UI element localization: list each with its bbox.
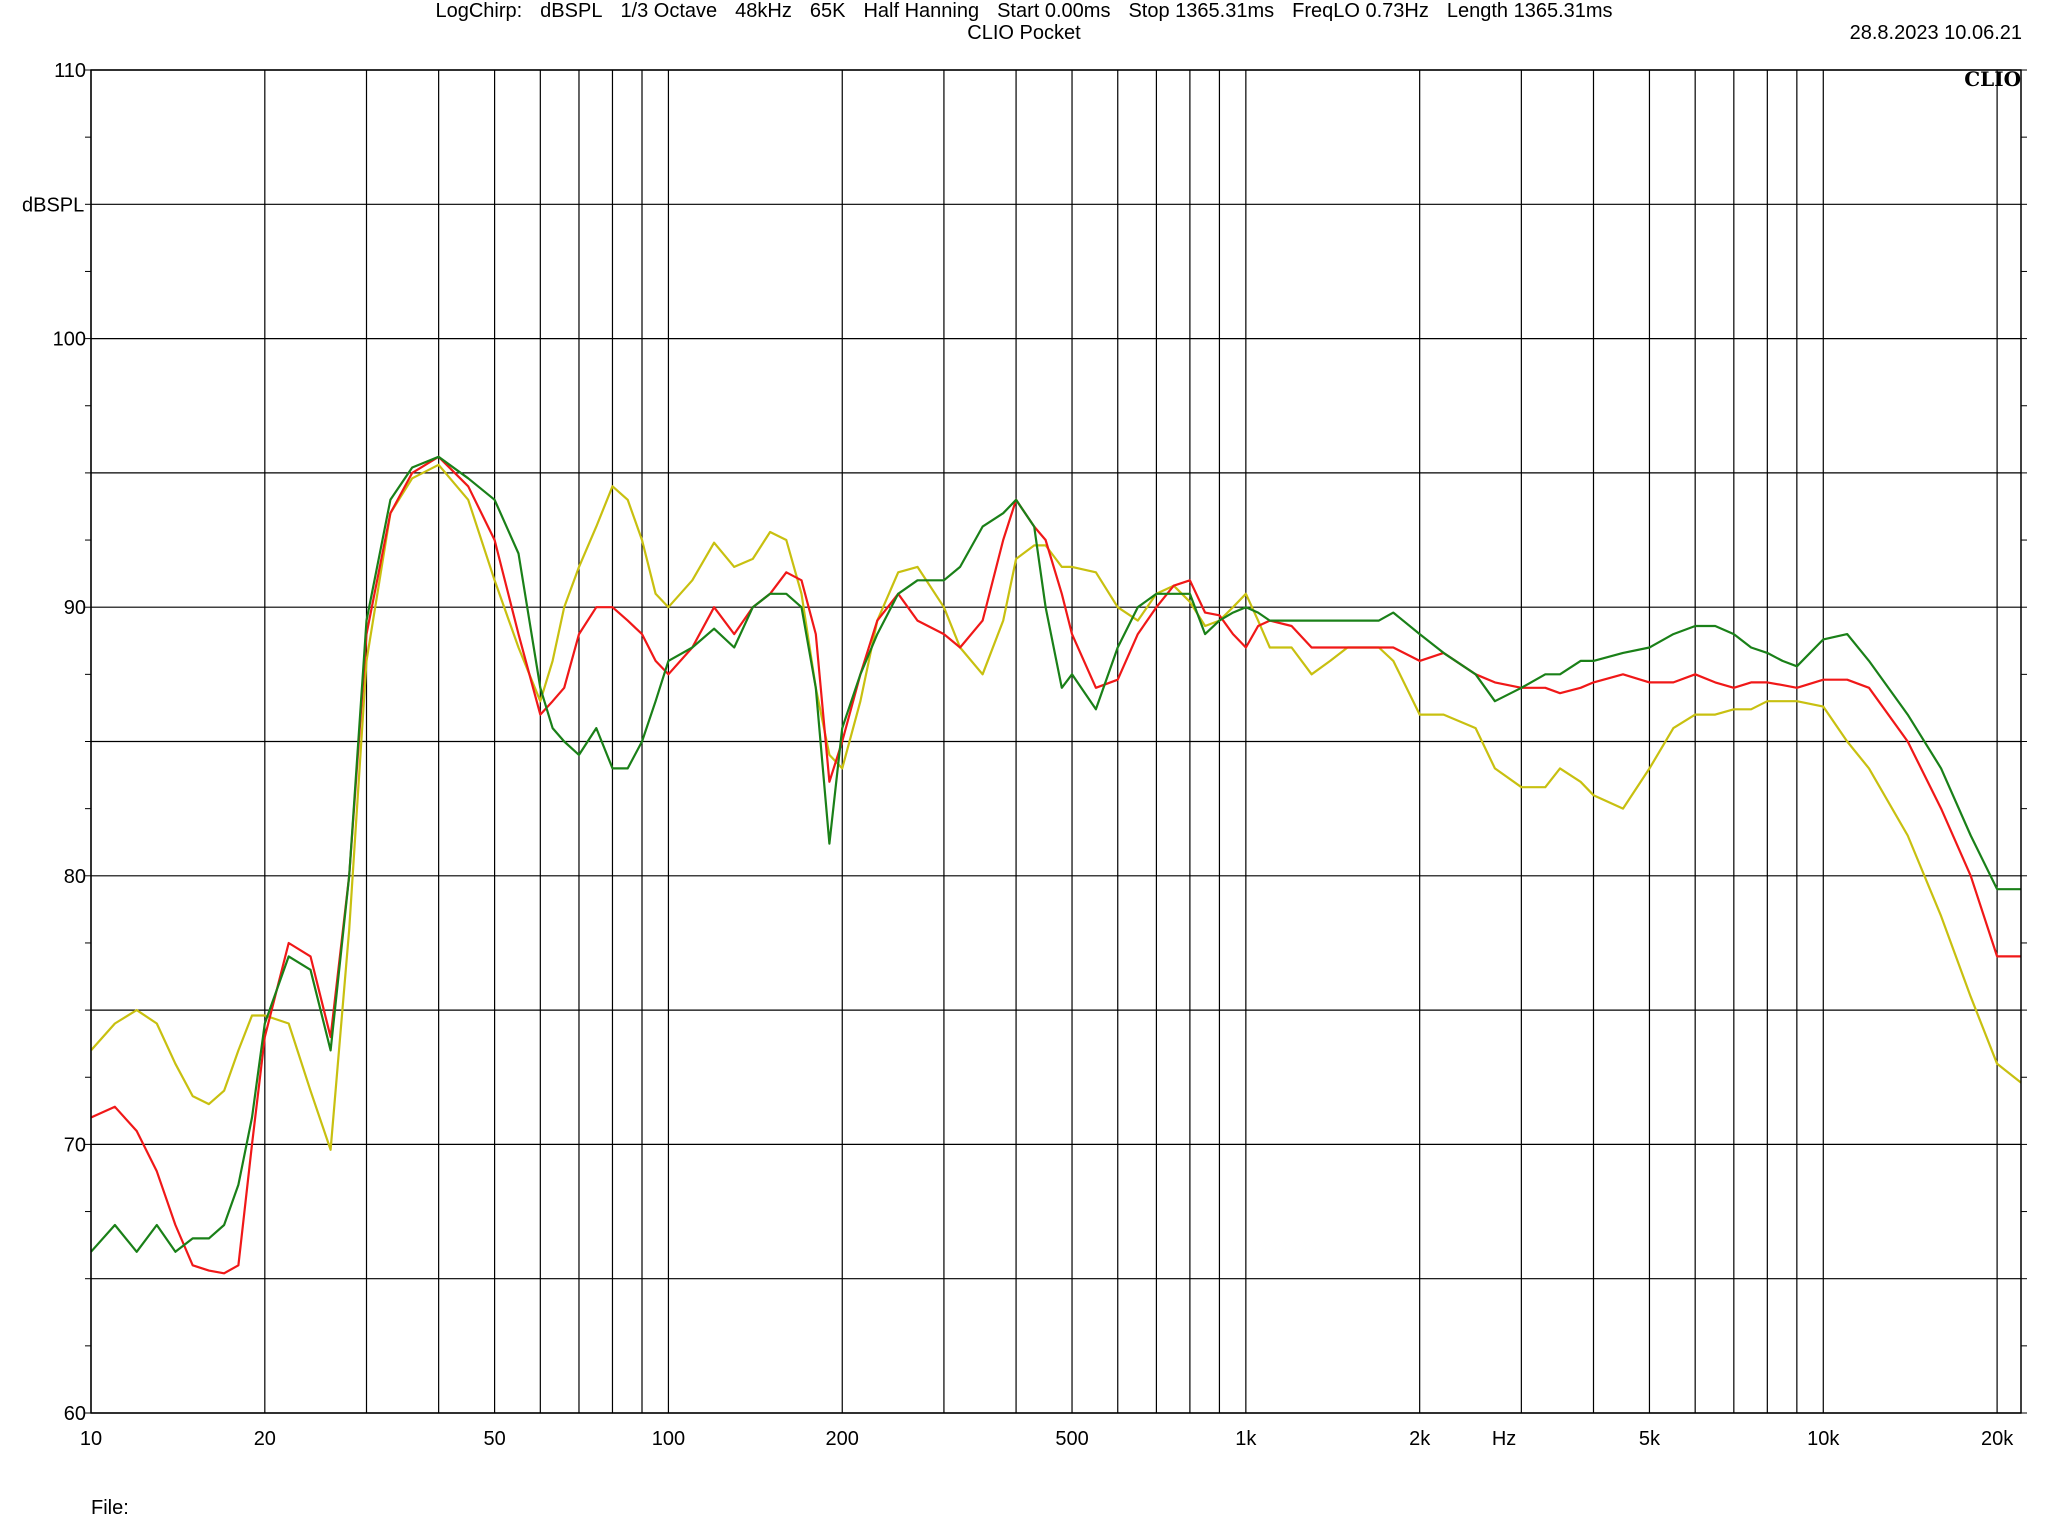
series-line-1 [90, 463, 2022, 1151]
x-tick-label: 5k [1639, 1428, 1661, 1450]
y-tick-label: 90 [64, 597, 86, 619]
x-tick-label: 500 [1055, 1428, 1088, 1450]
x-tick-label: 1k [1235, 1428, 1257, 1450]
setting-item: 1/3 Octave [620, 0, 718, 22]
x-tick-label: 50 [483, 1428, 505, 1450]
y-tick-label: 70 [64, 1134, 86, 1156]
setting-item: Start 0.00ms [997, 0, 1111, 22]
y-tick-label: 110 [54, 60, 86, 82]
setting-item: Half Hanning [863, 0, 980, 22]
x-tick-label: 20k [1981, 1428, 2014, 1450]
file-label: File: [91, 1497, 129, 1519]
x-tick-label: 2k [1409, 1428, 1431, 1450]
plot-frame [90, 69, 2022, 1414]
setting-item: 48kHz [735, 0, 792, 22]
x-tick-label: 200 [826, 1428, 859, 1450]
x-tick-label: 100 [652, 1428, 685, 1450]
x-tick-label: 10k [1807, 1428, 1840, 1450]
axis-labels: 10 20 50 100 200 500 1k 2k 5k 10k 20k Hz 60 70 80 90 100… [22, 60, 2014, 1450]
x-tick-label: 10 [80, 1428, 102, 1450]
setting-item: dBSPL [540, 0, 603, 22]
clio-logo: CLIO [1964, 67, 2021, 91]
setting-item: Stop 1365.31ms [1128, 0, 1275, 22]
chart-series [90, 455, 2022, 1275]
timestamp: 28.8.2023 10.06.21 [1849, 22, 2022, 44]
setting-item: FreqLO 0.73Hz [1292, 0, 1429, 22]
y-tick-label: 60 [64, 1403, 86, 1425]
y-tick-label: 100 [53, 329, 86, 351]
chart-grid [85, 69, 2027, 1414]
y-axis-label: dBSPL [22, 194, 84, 216]
setting-item: Length 1365.31ms [1446, 0, 1613, 22]
x-axis-unit: Hz [1492, 1428, 1516, 1450]
measurement-settings: LogChirp: dBSPL 1/3 Octave 48kHz 65K Half Han… [0, 0, 2048, 23]
y-tick-label: 80 [64, 866, 86, 888]
x-tick-label: 20 [254, 1428, 276, 1450]
chart-title: CLIO Pocket [967, 22, 1081, 44]
setting-item: 65K [809, 0, 846, 22]
series-line-3 [90, 455, 2021, 1253]
setting-item: LogChirp: [435, 0, 523, 22]
